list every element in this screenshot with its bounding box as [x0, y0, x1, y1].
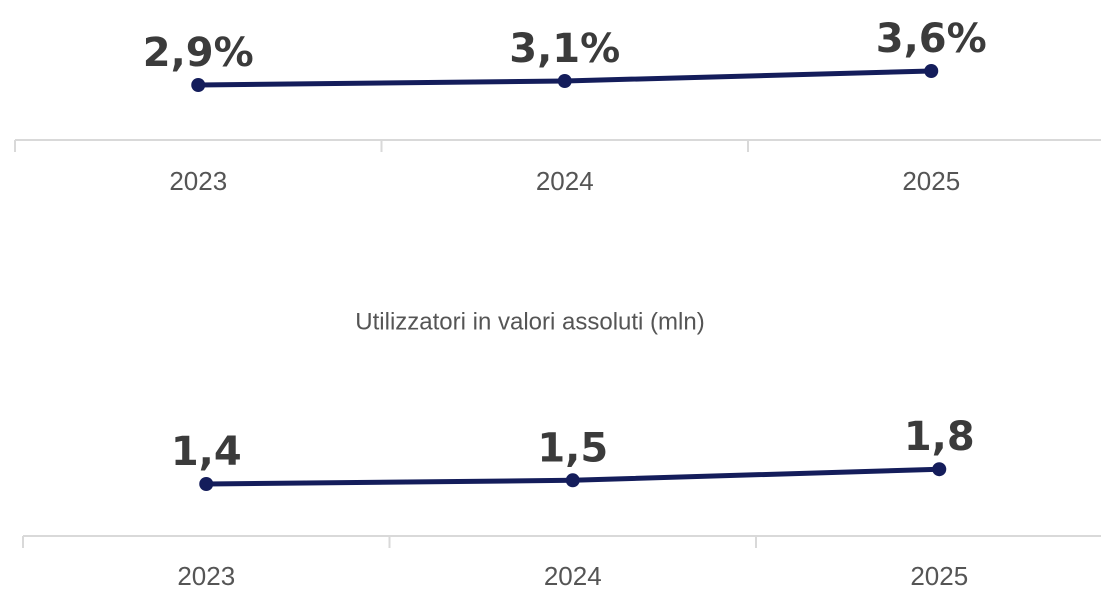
data-label: 3,6%	[876, 16, 987, 62]
x-tick-label: 2025	[902, 166, 960, 196]
point	[191, 78, 206, 92]
chart-title: Utilizzatori in valori assoluti (mln)	[355, 308, 704, 335]
point	[565, 473, 580, 488]
point	[924, 64, 939, 78]
x-tick-label: 2025	[910, 561, 968, 590]
x-tick-label: 2024	[536, 166, 594, 196]
data-label: 1,8	[904, 414, 975, 460]
data-label: 2,9%	[143, 30, 254, 76]
point	[199, 477, 214, 491]
x-tick-label: 2023	[169, 166, 227, 196]
data-label: 3,1%	[509, 26, 620, 72]
point	[557, 74, 572, 88]
data-label: 1,5	[537, 425, 608, 471]
x-tick-label: 2024	[544, 561, 602, 590]
data-label: 1,4	[171, 429, 242, 475]
point	[932, 462, 947, 477]
x-tick-label: 2023	[177, 561, 235, 590]
